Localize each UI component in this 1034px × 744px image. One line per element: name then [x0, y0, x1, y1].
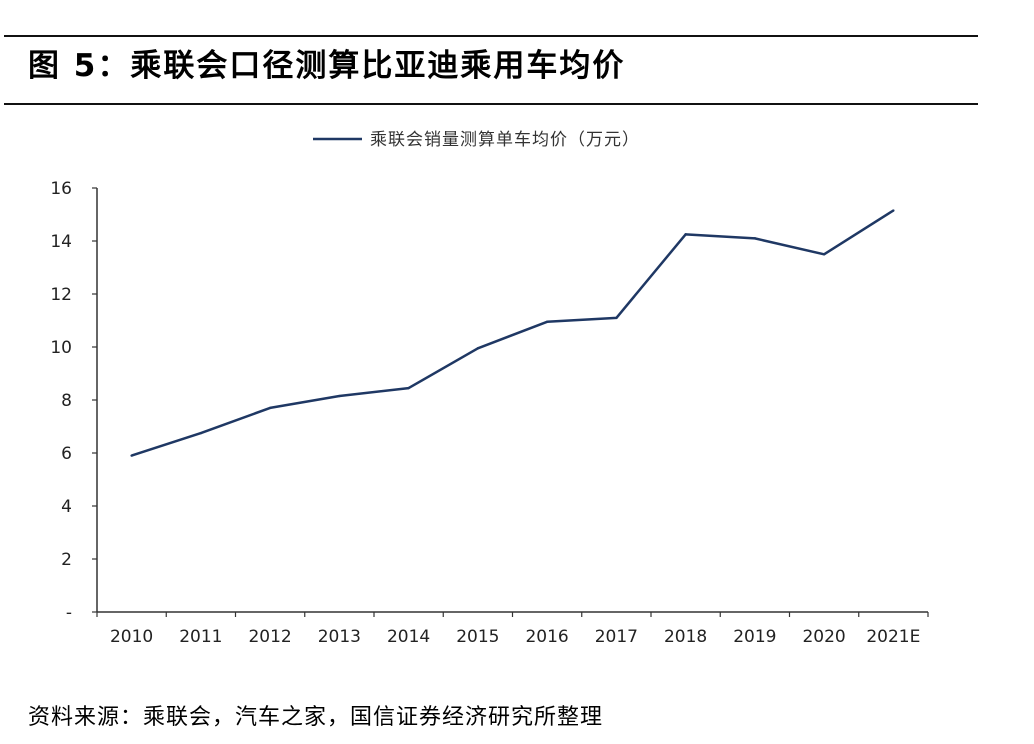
figure-title: 图 5：乘联会口径测算比亚迪乘用车均价 — [28, 48, 626, 84]
data-point — [892, 209, 895, 212]
title-bottom-rule — [4, 103, 978, 105]
y-axis: - 2 4 6 8 10 12 14 16 — [50, 179, 98, 623]
y-tick-label: 6 — [61, 444, 72, 464]
legend-label: 乘联会销量测算单车均价（万元） — [370, 130, 640, 150]
x-tick-label: 2018 — [664, 627, 707, 647]
x-axis: 2010 2011 2012 2013 2014 2015 2016 2017 2018 2019… — [96, 611, 929, 647]
data-point — [753, 237, 757, 240]
x-tick-label: 2019 — [733, 627, 776, 647]
plot-area — [130, 209, 895, 457]
x-tick-label: 2017 — [595, 627, 638, 647]
x-tick-label: 2016 — [525, 627, 568, 647]
data-point — [407, 386, 410, 390]
y-tick-label: 2 — [61, 550, 72, 570]
x-tick-label: 2014 — [387, 627, 430, 647]
data-point — [338, 394, 341, 398]
y-tick-label: 14 — [50, 232, 72, 252]
x-tick-label: 2015 — [456, 627, 499, 647]
data-point — [822, 253, 826, 256]
x-tick-label: 2010 — [110, 627, 153, 647]
y-tick-label: 12 — [50, 285, 72, 305]
y-tick-label: 16 — [50, 179, 72, 199]
y-tick-label: 10 — [50, 338, 72, 358]
data-point — [684, 233, 687, 236]
title-top-rule — [4, 35, 978, 37]
y-tick-label: 4 — [61, 497, 72, 517]
x-tick-label: 2013 — [318, 627, 361, 647]
data-point — [545, 320, 549, 324]
y-tick-label: - — [66, 603, 72, 623]
y-tick-label: 8 — [61, 391, 72, 411]
data-point — [268, 406, 272, 410]
x-tick-label: 2011 — [179, 627, 222, 647]
data-point — [199, 431, 203, 435]
x-tick-label: 2021E — [866, 627, 920, 647]
data-point — [476, 347, 480, 350]
series-line-avg-price — [131, 209, 895, 457]
data-point — [130, 454, 133, 457]
data-point — [615, 316, 618, 320]
x-tick-label: 2020 — [802, 627, 845, 647]
x-tick-label: 2012 — [248, 627, 291, 647]
source-note: 资料来源：乘联会，汽车之家，国信证券经济研究所整理 — [28, 705, 604, 730]
legend: 乘联会销量测算单车均价（万元） — [313, 130, 640, 150]
